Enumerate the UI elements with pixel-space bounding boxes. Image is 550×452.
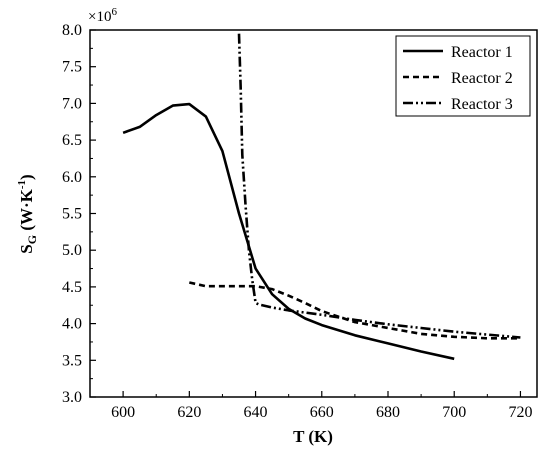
x-tick-label: 720 (508, 404, 532, 421)
x-tick-label: 640 (244, 404, 268, 421)
axis-ticks: 600 620 640 660 680 700 720 3.0 3.5 4.0 4.5 5.0 5.5 6… (62, 22, 532, 421)
legend-label-reactor-1: Reactor 1 (451, 44, 513, 61)
y-axis-title: SG (W·K-1) (16, 174, 39, 253)
x-tick-label: 660 (310, 404, 334, 421)
series-line-reactor-2 (189, 281, 521, 340)
legend-label-reactor-2: Reactor 2 (451, 70, 513, 87)
y-tick-label: 3.0 (62, 389, 82, 406)
y-tick-label: 5.0 (62, 242, 82, 259)
y-multiplier: ×106 (88, 6, 117, 25)
y-tick-label: 6.0 (62, 169, 82, 186)
x-axis-title: T (K) (293, 427, 333, 446)
x-tick-label: 700 (442, 404, 466, 421)
y-tick-label: 8.0 (62, 22, 82, 39)
y-tick-label: 5.5 (62, 206, 82, 223)
legend-label-reactor-3: Reactor 3 (451, 96, 513, 113)
y-tick-label: 3.5 (62, 352, 82, 369)
x-tick-label: 600 (111, 404, 135, 421)
y-tick-label: 4.0 (62, 316, 82, 333)
y-tick-label: 4.5 (62, 279, 82, 296)
series-layer (122, 33, 521, 361)
y-tick-label: 6.5 (62, 132, 82, 149)
series-line-reactor-1 (122, 102, 455, 361)
legend: Reactor 1 Reactor 2 Reactor 3 (395, 35, 531, 117)
x-tick-label: 680 (376, 404, 400, 421)
y-tick-label: 7.5 (62, 59, 82, 76)
y-tick-label: 7.0 (62, 95, 82, 112)
x-tick-label: 620 (177, 404, 201, 421)
